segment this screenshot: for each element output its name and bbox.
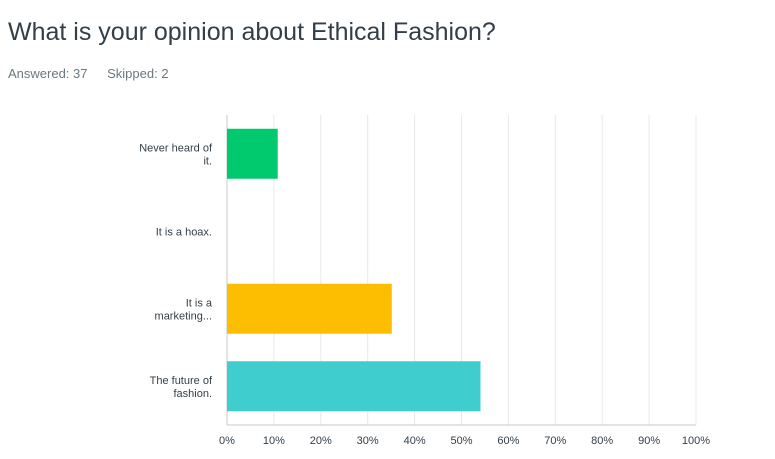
bar[interactable]: [227, 128, 278, 179]
x-tick-label: 60%: [497, 435, 519, 447]
category-labels: Never heard of it. It is a hoax. It is a mar…: [139, 142, 213, 400]
category-label: It is a marketing...: [155, 297, 213, 322]
x-axis-ticks: 0% 10% 20% 30% 40% 50% 60% 70% 80% 90% 100%: [219, 435, 710, 447]
x-tick-label: 10%: [263, 435, 285, 447]
x-tick-label: 100%: [682, 435, 710, 447]
x-tick-label: 40%: [404, 435, 426, 447]
bar[interactable]: [227, 361, 481, 412]
x-tick-label: 30%: [357, 435, 379, 447]
bars: [227, 128, 481, 412]
x-tick-label: 0%: [219, 435, 235, 447]
category-label: Never heard of it.: [139, 142, 213, 167]
answered-count: Answered: 37: [8, 66, 88, 81]
category-label: It is a hoax.: [156, 226, 212, 238]
question-title: What is your opinion about Ethical Fashi…: [8, 18, 496, 46]
skipped-count: Skipped: 2: [107, 66, 169, 81]
x-tick-label: 70%: [544, 435, 566, 447]
bar[interactable]: [227, 283, 392, 334]
x-tick-label: 80%: [591, 435, 613, 447]
response-stats: Answered: 37 Skipped: 2: [8, 66, 185, 81]
x-tick-label: 50%: [450, 435, 472, 447]
x-tick-label: 20%: [310, 435, 332, 447]
category-label: The future of fashion.: [150, 375, 213, 400]
x-tick-label: 90%: [638, 435, 660, 447]
